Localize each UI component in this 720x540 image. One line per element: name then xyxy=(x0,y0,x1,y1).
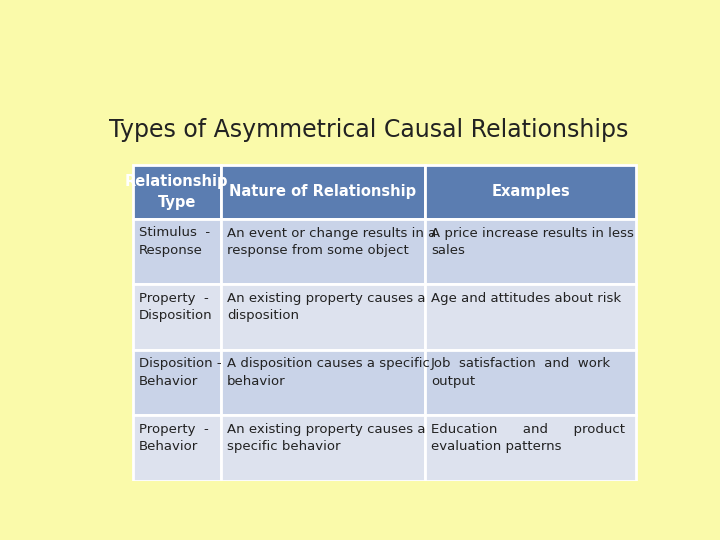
Bar xyxy=(132,284,221,350)
Bar xyxy=(221,350,425,415)
Bar xyxy=(221,219,425,284)
Bar xyxy=(221,284,425,350)
Text: Types of Asymmetrical Causal Relationships: Types of Asymmetrical Causal Relationshi… xyxy=(109,118,629,142)
Bar xyxy=(425,350,636,415)
Bar xyxy=(221,165,425,219)
Text: Age and attitudes about risk: Age and attitudes about risk xyxy=(431,292,621,305)
Bar xyxy=(425,284,636,350)
Bar xyxy=(132,165,221,219)
Bar xyxy=(132,219,221,284)
Bar xyxy=(132,415,221,481)
Text: A price increase results in less
sales: A price increase results in less sales xyxy=(431,226,634,257)
Text: Property  -
Disposition: Property - Disposition xyxy=(139,292,212,322)
Text: Stimulus  -
Response: Stimulus - Response xyxy=(139,226,210,257)
Text: An event or change results in a
response from some object: An event or change results in a response… xyxy=(227,226,436,257)
Text: Examples: Examples xyxy=(491,184,570,199)
Text: Nature of Relationship: Nature of Relationship xyxy=(229,184,416,199)
Bar xyxy=(425,415,636,481)
Bar xyxy=(425,219,636,284)
Bar xyxy=(425,165,636,219)
Bar xyxy=(221,415,425,481)
Text: Relationship
Type: Relationship Type xyxy=(125,174,228,210)
Text: Education      and      product
evaluation patterns: Education and product evaluation pattern… xyxy=(431,423,625,454)
Text: Disposition -
Behavior: Disposition - Behavior xyxy=(139,357,222,388)
Text: Job  satisfaction  and  work
output: Job satisfaction and work output xyxy=(431,357,611,388)
Text: Property  -
Behavior: Property - Behavior xyxy=(139,423,209,454)
Bar xyxy=(132,350,221,415)
Text: A disposition causes a specific
behavior: A disposition causes a specific behavior xyxy=(227,357,430,388)
Text: An existing property causes a
specific behavior: An existing property causes a specific b… xyxy=(227,423,426,454)
Text: An existing property causes a
disposition: An existing property causes a dispositio… xyxy=(227,292,426,322)
